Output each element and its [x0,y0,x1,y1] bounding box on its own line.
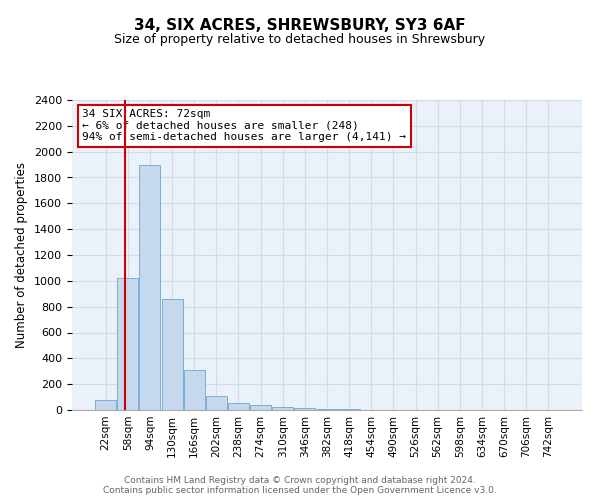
Text: Contains HM Land Registry data © Crown copyright and database right 2024.
Contai: Contains HM Land Registry data © Crown c… [103,476,497,495]
Text: 34, SIX ACRES, SHREWSBURY, SY3 6AF: 34, SIX ACRES, SHREWSBURY, SY3 6AF [134,18,466,32]
Bar [272,407,293,410]
Bar [139,164,160,410]
Text: 34 SIX ACRES: 72sqm
← 6% of detached houses are smaller (248)
94% of semi-detach: 34 SIX ACRES: 72sqm ← 6% of detached hou… [82,110,406,142]
Bar [316,408,338,410]
Bar [184,370,205,410]
Y-axis label: Number of detached properties: Number of detached properties [16,162,28,348]
Text: Size of property relative to detached houses in Shrewsbury: Size of property relative to detached ho… [115,32,485,46]
Bar [118,278,139,410]
Bar [295,408,316,410]
Bar [250,405,271,410]
Bar [228,403,249,410]
Bar [206,396,227,410]
Bar [338,409,359,410]
Bar [161,299,182,410]
Bar [95,400,116,410]
